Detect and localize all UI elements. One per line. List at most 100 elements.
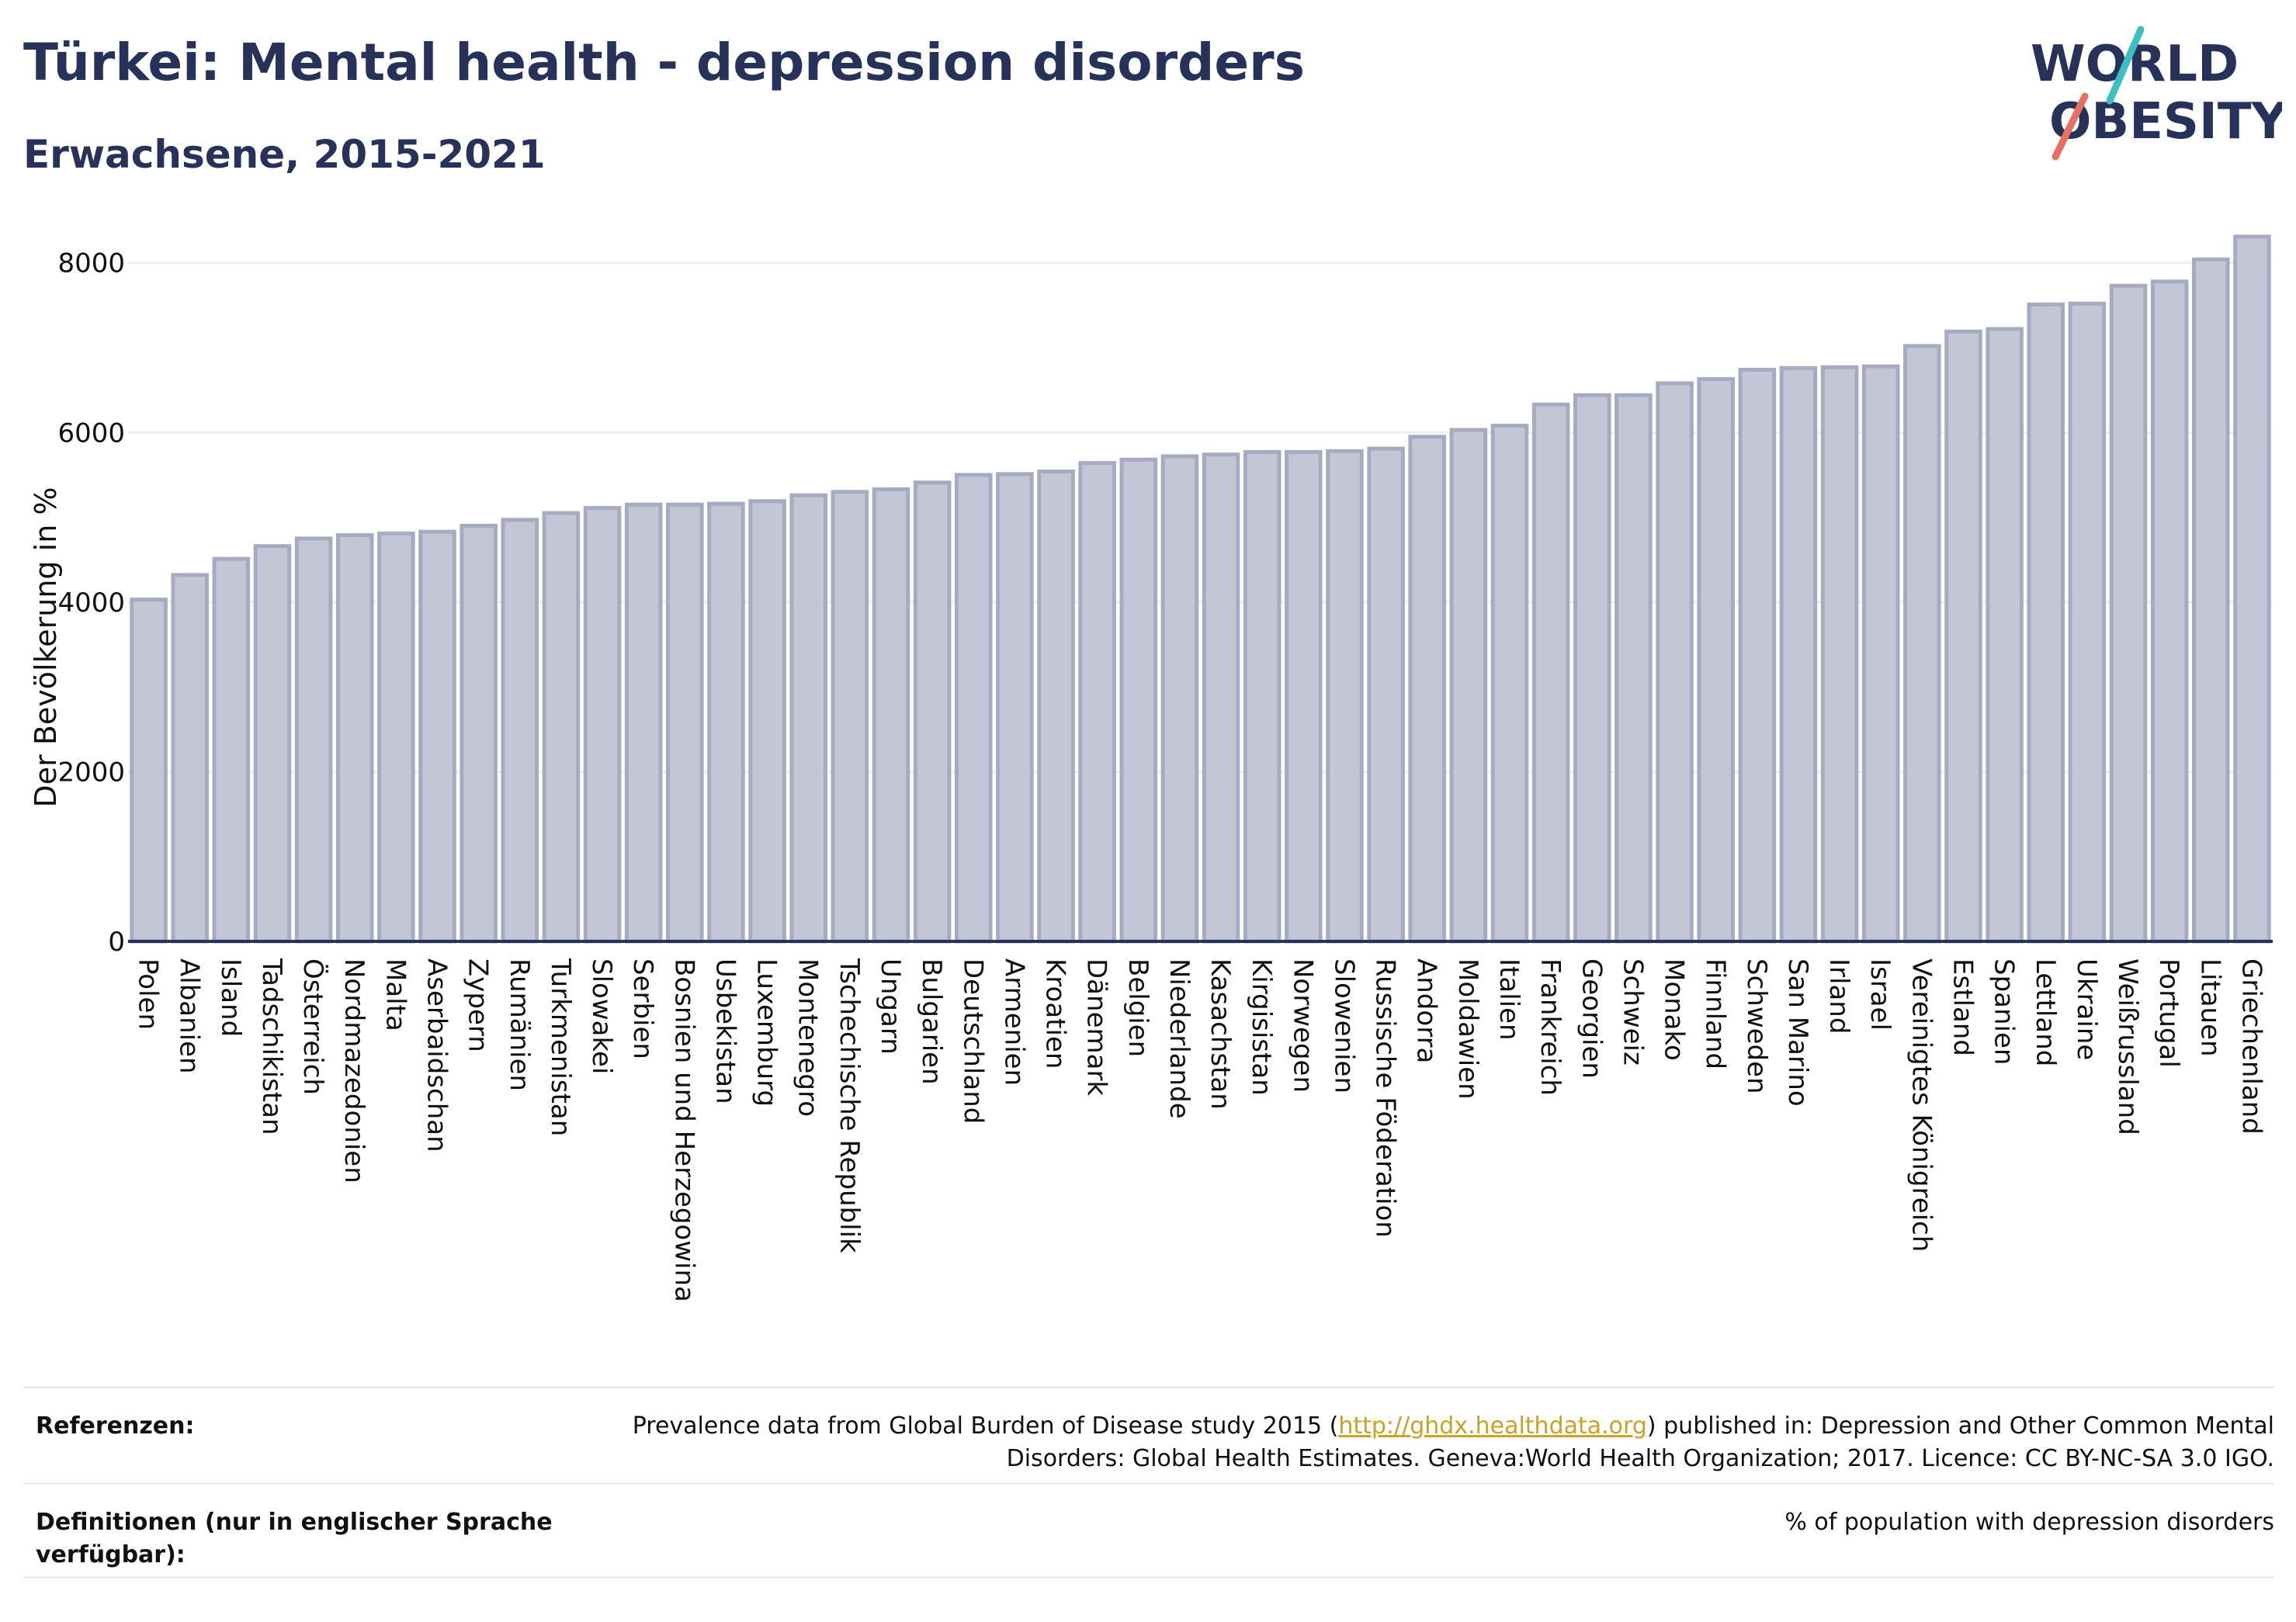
y-tick-label: 8000 — [57, 248, 125, 279]
references-text: Prevalence data from Global Burden of Di… — [605, 1410, 2274, 1475]
x-category-label: Portugal — [2153, 958, 2184, 1068]
chart-title: Türkei: Mental health - depression disor… — [23, 33, 1305, 92]
y-tick-label: 0 — [108, 927, 125, 958]
bar-chart: 0 2000 4000 6000 8000 Polen Albanien Island Tad… — [29, 234, 2273, 1302]
bar — [666, 502, 704, 944]
x-category-label: Bulgarien — [916, 958, 947, 1085]
x-category-label: Ukraine — [2071, 958, 2102, 1060]
x-category-label: Turkmenistan — [545, 958, 576, 1136]
x-category-label: Andorra — [1411, 958, 1442, 1063]
bar — [1285, 449, 1323, 944]
x-category-label: Estland — [1947, 958, 1978, 1056]
x-category-label: Kirgisistan — [1246, 958, 1277, 1096]
x-category-label: Norwegen — [1287, 958, 1318, 1093]
x-category-label: Litauen — [2194, 958, 2225, 1057]
bar — [1531, 402, 1570, 944]
y-axis-label: Der Bevölkerung in % — [29, 487, 63, 808]
bar — [1944, 329, 1982, 944]
x-category-label: Belgien — [1122, 958, 1153, 1057]
x-category-label: Zypern — [463, 958, 494, 1052]
bar — [1573, 393, 1611, 944]
x-category-label: Israel — [1864, 958, 1895, 1031]
bar — [707, 501, 745, 944]
bar — [1986, 327, 2024, 944]
bar — [460, 524, 498, 944]
world-obesity-logo: WORLD OBESITY — [2031, 26, 2282, 161]
bar — [1037, 470, 1075, 944]
bar — [1738, 367, 1777, 944]
bar — [253, 544, 292, 944]
bar — [872, 487, 910, 944]
references-text-before: Prevalence data from Global Burden of Di… — [632, 1412, 1339, 1440]
definitions-row: Definitionen (nur in englischer Sprache … — [23, 1482, 2274, 1579]
references-row: Referenzen: Prevalence data from Global … — [23, 1386, 2274, 1482]
x-category-labels: Polen Albanien Island Tadschikistan Österrei… — [133, 958, 2267, 1302]
logo-slash-teal-icon — [2106, 26, 2145, 105]
bar — [1697, 376, 1735, 944]
x-category-label: Weißrussland — [2112, 958, 2143, 1135]
bar — [1449, 428, 1488, 944]
x-category-label: Griechenland — [2235, 958, 2267, 1135]
bar — [1078, 461, 1116, 944]
bar — [1367, 446, 1405, 944]
y-tick-labels: 0 2000 4000 6000 8000 — [57, 248, 125, 958]
x-category-label: Frankreich — [1535, 958, 1566, 1096]
bar — [1656, 381, 1694, 944]
x-category-label: Polen — [133, 958, 164, 1030]
x-category-label: Monako — [1659, 958, 1690, 1061]
bar — [624, 502, 663, 944]
x-category-label: Montenegro — [793, 958, 824, 1117]
bar — [1160, 454, 1199, 944]
x-category-label: Ungarn — [875, 958, 906, 1055]
x-category-label: Schweden — [1741, 958, 1772, 1094]
y-tick-label: 6000 — [57, 418, 125, 449]
bar — [542, 511, 581, 944]
bar — [996, 472, 1034, 944]
bar — [2027, 302, 2065, 944]
x-category-label: Niederlande — [1164, 958, 1195, 1119]
bar — [583, 506, 622, 944]
bar — [2233, 234, 2271, 944]
references-link[interactable]: http://ghdx.healthdata.org — [1338, 1412, 1647, 1440]
x-category-label: Lettland — [2030, 958, 2061, 1066]
y-tick-label: 2000 — [57, 757, 125, 788]
x-category-label: Island — [215, 958, 246, 1037]
bar — [418, 529, 456, 944]
logo-line2: OBESITY — [2049, 93, 2282, 151]
bar — [2192, 257, 2230, 944]
bar — [1779, 366, 1818, 944]
bar — [2068, 301, 2107, 944]
x-category-label: Malta — [380, 958, 411, 1031]
bar — [171, 573, 209, 944]
x-category-label: Deutschland — [957, 958, 988, 1124]
x-category-label: Rumänien — [504, 958, 535, 1091]
bar — [377, 531, 415, 944]
x-category-label: Georgien — [1576, 958, 1607, 1079]
bar — [1119, 457, 1158, 944]
bar — [2109, 283, 2148, 944]
chart-subtitle: Erwachsene, 2015-2021 — [23, 132, 546, 177]
x-category-label: Moldawien — [1452, 958, 1483, 1100]
definitions-label: Definitionen (nur in englischer Sprache … — [36, 1509, 553, 1568]
y-tick-label: 4000 — [57, 587, 125, 619]
bar — [789, 493, 828, 944]
x-category-label: Slowenien — [1328, 958, 1359, 1093]
bar — [1903, 344, 1941, 944]
bar — [501, 518, 539, 944]
x-category-label: Usbekistan — [709, 958, 740, 1104]
bar — [1202, 452, 1240, 944]
x-category-label: Spanien — [1989, 958, 2020, 1065]
logo-slash-coral-icon — [2051, 92, 2089, 161]
references-label: Referenzen: — [36, 1412, 195, 1440]
x-category-label: Tadschikistan — [256, 958, 287, 1135]
bar — [335, 533, 374, 944]
bar — [1408, 435, 1447, 944]
x-category-label: Nordmazedonien — [338, 958, 369, 1184]
x-category-label: Bosnien und Herzegowina — [668, 958, 699, 1302]
x-category-label: Luxemburg — [751, 958, 782, 1107]
x-category-label: Albanien — [174, 958, 205, 1074]
bar — [1243, 449, 1282, 944]
bar — [748, 499, 786, 944]
x-category-label: Vereinigtes Königreich — [1906, 958, 1937, 1252]
x-category-label: Kasachstan — [1205, 958, 1236, 1110]
